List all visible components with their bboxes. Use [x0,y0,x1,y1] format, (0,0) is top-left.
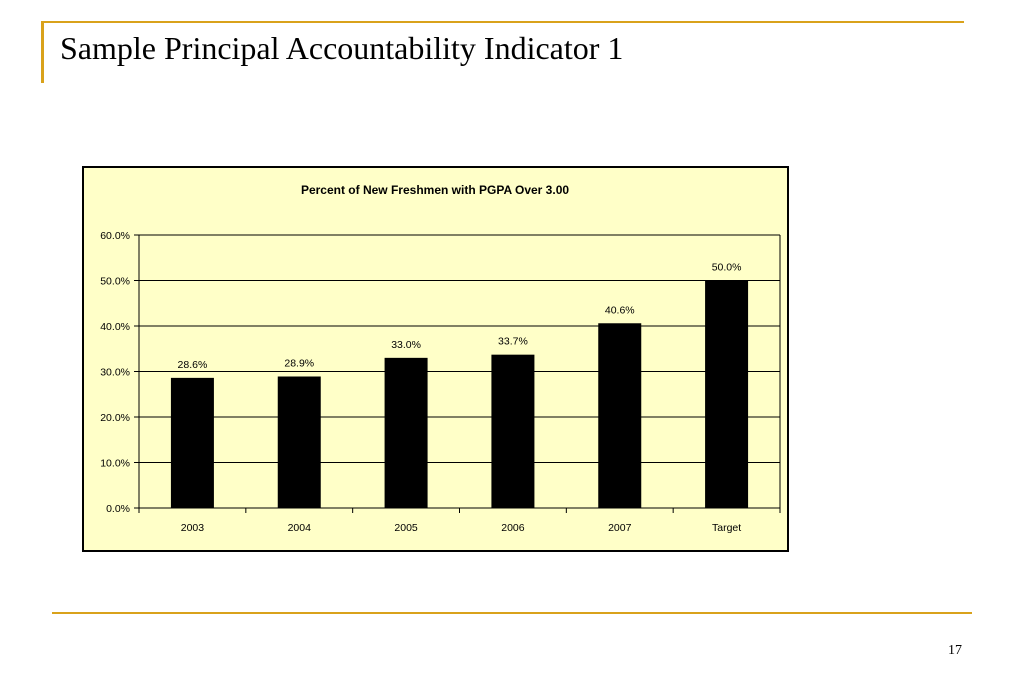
x-tick-label: 2005 [394,522,418,534]
bar [170,377,214,508]
data-label: 50.0% [712,262,742,274]
x-tick-label: 2006 [501,522,525,534]
slide-title: Sample Principal Accountability Indicato… [60,30,624,66]
title-accent-bar [41,22,44,83]
chart-title: Percent of New Freshmen with PGPA Over 3… [301,183,569,197]
page-number: 17 [948,643,962,658]
bar [491,354,535,508]
data-label: 28.9% [284,358,314,370]
x-tick-label: 2004 [288,522,312,534]
data-label: 33.0% [391,339,421,351]
top-accent-line [41,21,964,23]
y-tick-label: 30.0% [100,367,130,379]
y-tick-label: 10.0% [100,458,130,470]
y-tick-label: 60.0% [100,230,130,242]
bar [384,357,428,508]
x-tick-label: Target [712,522,741,534]
data-label: 28.6% [178,359,208,371]
y-tick-label: 0.0% [106,503,130,515]
bar [277,376,321,508]
y-tick-label: 20.0% [100,412,130,424]
y-tick-label: 40.0% [100,321,130,333]
x-tick-label: 2003 [181,522,205,534]
bar [598,323,642,508]
y-tick-label: 50.0% [100,276,130,288]
bar [705,280,749,508]
data-label: 40.6% [605,304,635,316]
data-label: 33.7% [498,336,528,348]
bottom-accent-line [52,612,972,614]
x-tick-label: 2007 [608,522,632,534]
